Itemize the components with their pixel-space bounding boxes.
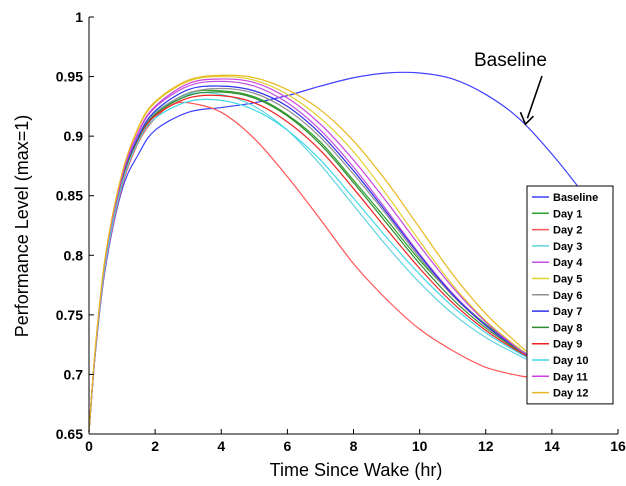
- x-tick-label: 8: [350, 438, 358, 454]
- x-tick-label: 4: [217, 438, 225, 454]
- legend-label: Day 11: [553, 371, 588, 383]
- legend-label: Day 10: [553, 355, 588, 367]
- x-tick-label: 16: [610, 438, 626, 454]
- x-tick-label: 0: [85, 438, 93, 454]
- y-tick-label: 0.65: [56, 426, 83, 442]
- ticks-layer: 0 2 4 6 8 10 12 14 16 0.65 0.7 0.75 0.8 0.85 0.9 0.95 1: [56, 9, 626, 454]
- series-line-12: [88, 74, 530, 432]
- series-line-2: [88, 101, 529, 432]
- y-tick-label: 0.75: [56, 307, 83, 323]
- annotation-arrow-shaft: [526, 75, 543, 119]
- legend-label: Day 3: [553, 241, 582, 253]
- baseline-annotation: Baseline: [474, 50, 547, 126]
- y-tick-label: 0.8: [64, 247, 84, 263]
- x-tick-label: 2: [151, 438, 159, 454]
- y-tick-label: 0.7: [64, 366, 84, 382]
- legend: Baseline Day 1 Day 2 Day 3 Day 4 Day 5 Day 6 Da…: [526, 185, 614, 405]
- x-tick-label: 12: [478, 438, 494, 454]
- legend-label: Day 8: [553, 322, 582, 334]
- x-tick-label: 10: [412, 438, 428, 454]
- series-line-0: [88, 71, 602, 432]
- y-axis-title: Performance Level (max=1): [12, 115, 32, 338]
- annotation-label: Baseline: [474, 50, 547, 71]
- legend-label: Day 9: [553, 339, 582, 351]
- x-tick-label: 6: [283, 438, 291, 454]
- legend-label: Day 6: [553, 290, 582, 302]
- legend-label: Day 1: [553, 208, 582, 220]
- x-tick-label: 14: [544, 438, 560, 454]
- legend-label: Day 7: [553, 306, 582, 318]
- legend-label: Day 12: [553, 388, 588, 400]
- y-tick-label: 0.9: [64, 128, 84, 144]
- x-axis-title: Time Since Wake (hr): [270, 460, 443, 480]
- y-tick-label: 1: [75, 9, 83, 25]
- series-line-10: [88, 98, 529, 432]
- series-layer: [88, 71, 602, 432]
- y-tick-label: 0.85: [56, 188, 83, 204]
- annotation-arrow-head: [519, 111, 534, 126]
- legend-label: Day 2: [553, 225, 582, 237]
- series-line-11: [88, 78, 530, 432]
- legend-label: Day 5: [553, 274, 582, 286]
- legend-label: Day 4: [553, 257, 583, 269]
- legend-label: Baseline: [553, 192, 598, 204]
- y-tick-label: 0.95: [56, 69, 83, 85]
